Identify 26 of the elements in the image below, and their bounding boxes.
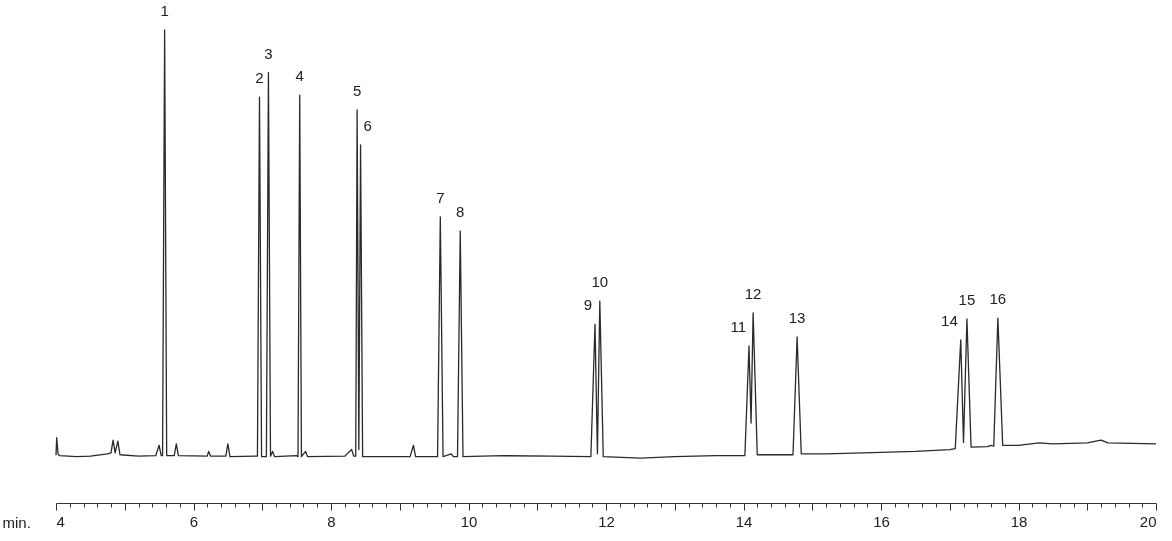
annotation: 2 <box>255 69 264 87</box>
annotation: 16 <box>989 290 1007 308</box>
annotation: 10 <box>591 273 609 291</box>
annotation: 15 <box>958 291 976 308</box>
annotation: 11 <box>730 317 746 335</box>
x-tick-label: 18 <box>1010 512 1028 530</box>
x-tick-label: 10 <box>460 512 478 530</box>
x-tick-label: 16 <box>873 512 890 530</box>
annotation: 12 <box>744 284 762 302</box>
annotation: 8 <box>456 203 465 221</box>
x-tick-label: 6 <box>189 512 199 530</box>
annotation: 7 <box>436 188 445 206</box>
annotation: 4 <box>295 67 304 85</box>
annotation: 14 <box>941 311 958 329</box>
x-tick-label: 4 <box>56 512 65 530</box>
x-tick-label: 14 <box>735 512 753 530</box>
annotation: 5 <box>352 81 362 99</box>
x-tick-label: 20 <box>1139 512 1157 530</box>
x-tick-label: 8 <box>327 512 336 530</box>
annotation: 1 <box>160 2 169 19</box>
annotation: 13 <box>788 308 806 326</box>
x-tick-label: 12 <box>598 512 615 530</box>
annotation: 9 <box>583 296 592 314</box>
annotation: 6 <box>363 116 372 134</box>
annotation: 3 <box>264 44 273 62</box>
x-axis-title: min. <box>2 513 31 531</box>
